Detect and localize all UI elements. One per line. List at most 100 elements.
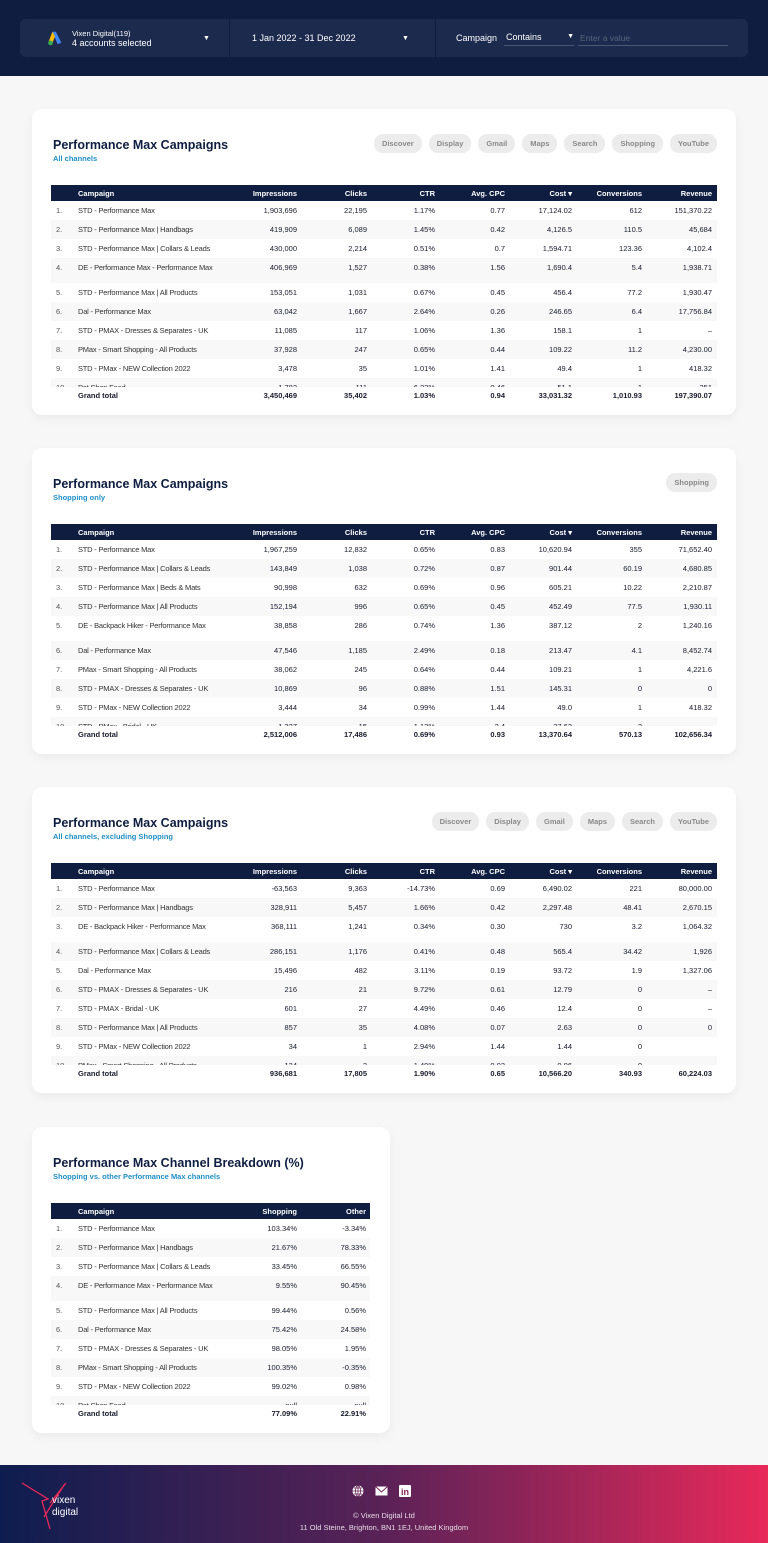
column-header[interactable]: Cost ▾	[549, 866, 572, 876]
table-row[interactable]: 1. STD - Performance Max 103.34% -3.34%	[51, 1219, 370, 1238]
table-row[interactable]: 7. PMax - Smart Shopping - All Products 38…	[51, 660, 717, 679]
column-header[interactable]: Conversions	[596, 188, 642, 198]
column-header[interactable]: Cost ▾	[549, 527, 572, 537]
campaign-name: STD - Performance Max	[78, 884, 155, 893]
table-body[interactable]: 1. STD - Performance Max 103.34% -3.34% 2. ST…	[51, 1219, 370, 1405]
table-row[interactable]: 3. STD - Performance Max | Collars & Lead…	[51, 1257, 370, 1276]
table-row[interactable]: 9. STD - PMax - NEW Collection 2022 99.02%…	[51, 1377, 370, 1396]
table-row[interactable]: 3. STD - Performance Max | Collars & Lead…	[51, 239, 717, 258]
table-row[interactable]: 2. STD - Performance Max | Handbags 21.67%…	[51, 1238, 370, 1257]
channel-chip[interactable]: Gmail	[478, 134, 516, 153]
column-header[interactable]: CTR	[419, 188, 435, 198]
table-row[interactable]: 6. Dal - Performance Max 75.42% 24.58%	[51, 1320, 370, 1339]
column-header[interactable]: Clicks	[344, 188, 367, 198]
table-row[interactable]: 6. Dal - Performance Max 47,546 1,185 2.49% 0…	[51, 641, 717, 660]
table-row[interactable]: 1. STD - Performance Max -63,563 9,363 -14.7…	[51, 879, 717, 898]
grand-total-row: Grand total 2,512,006 17,486 0.69% 0.93 13,37…	[51, 726, 717, 743]
table-row[interactable]: 2. STD - Performance Max | Handbags 328,91…	[51, 898, 717, 917]
table-row[interactable]: 3. DE - Backpack Hiker - Performance Max 3…	[51, 917, 717, 942]
mail-icon[interactable]	[375, 1485, 388, 1497]
table-row[interactable]: 4. DE - Performance Max - Performance Max…	[51, 258, 717, 283]
table-row[interactable]: 1. STD - Performance Max 1,967,259 12,832 0.…	[51, 540, 717, 559]
table-row[interactable]: 1. STD - Performance Max 1,903,696 22,195 1.…	[51, 201, 717, 220]
channel-chip[interactable]: Shopping	[666, 473, 717, 492]
table-row[interactable]: 9. STD - PMax - NEW Collection 2022 3,444 3…	[51, 698, 717, 717]
channel-chip[interactable]: Search	[564, 134, 606, 153]
table-row[interactable]: 4. DE - Performance Max - Performance Max…	[51, 1276, 370, 1301]
cell-value: 0.88%	[413, 684, 435, 693]
table-row[interactable]: 2. STD - Performance Max | Collars & Lead…	[51, 559, 717, 578]
column-header[interactable]: CTR	[419, 527, 435, 537]
table-row[interactable]: 7. STD - PMAX - Dresses & Separates - UK 1…	[51, 321, 717, 340]
linkedin-icon[interactable]: in	[399, 1485, 411, 1497]
table-body[interactable]: 1. STD - Performance Max 1,903,696 22,195 1.…	[51, 201, 717, 387]
column-header[interactable]: CTR	[419, 866, 435, 876]
column-header-campaign[interactable]: Campaign	[78, 527, 115, 537]
cell-value: 109.22	[549, 345, 572, 354]
date-range-selector[interactable]: 1 Jan 2022 - 31 Dec 2022 ▼	[230, 19, 436, 57]
channel-chip[interactable]: Discover	[431, 812, 480, 831]
table-row[interactable]: 5. Dal - Performance Max 15,496 482 3.11% 0.1…	[51, 961, 717, 980]
table-row[interactable]: 8. PMax - Smart Shopping - All Products 37…	[51, 340, 717, 359]
table-row[interactable]: 10. STD - PMax - Bridal - UK 1,327 15 1.13% 2…	[51, 717, 717, 726]
table-row[interactable]: 5. STD - Performance Max | All Products 99…	[51, 1301, 370, 1320]
column-header[interactable]: Cost ▾	[549, 188, 572, 198]
column-header[interactable]: Impressions	[252, 866, 297, 876]
column-header[interactable]: Shopping	[262, 1206, 297, 1216]
column-header[interactable]: Avg. CPC	[471, 866, 505, 876]
table-row[interactable]: 9. STD - PMax - NEW Collection 2022 34 1 2.9…	[51, 1037, 717, 1056]
channel-chip[interactable]: Maps	[522, 134, 558, 153]
table-row[interactable]: 5. DE - Backpack Hiker - Performance Max 3…	[51, 616, 717, 641]
table-row[interactable]: 6. STD - PMAX - Dresses & Separates - UK 2…	[51, 980, 717, 999]
column-header[interactable]: Conversions	[596, 866, 642, 876]
column-header[interactable]: Revenue	[680, 188, 712, 198]
account-selector[interactable]: Vixen Digital(119) 4 accounts selected ▼	[20, 19, 230, 57]
table-body[interactable]: 1. STD - Performance Max 1,967,259 12,832 0.…	[51, 540, 717, 726]
table-row[interactable]: 8. PMax - Smart Shopping - All Products 10…	[51, 1358, 370, 1377]
table-row[interactable]: 5. STD - Performance Max | All Products 15…	[51, 283, 717, 302]
table-body[interactable]: 1. STD - Performance Max -63,563 9,363 -14.7…	[51, 879, 717, 1065]
table-row[interactable]: 9. STD - PMax - NEW Collection 2022 3,478 3…	[51, 359, 717, 378]
table-row[interactable]: 7. STD - PMAX - Dresses & Separates - UK 9…	[51, 1339, 370, 1358]
column-header[interactable]: Conversions	[596, 527, 642, 537]
column-header[interactable]: Avg. CPC	[471, 188, 505, 198]
channel-chip[interactable]: Search	[622, 812, 664, 831]
cell-value: 0.06	[557, 1061, 572, 1065]
table-row[interactable]: 10. PMax - Smart Shopping - All Products -…	[51, 1056, 717, 1065]
table-row[interactable]: 4. STD - Performance Max | Collars & Lead…	[51, 942, 717, 961]
column-header[interactable]: Clicks	[344, 527, 367, 537]
channel-chip[interactable]: Gmail	[535, 812, 573, 831]
campaign-value-input[interactable]	[578, 30, 729, 46]
table-row[interactable]: 6. Dal - Performance Max 63,042 1,667 2.64% 0…	[51, 302, 717, 321]
table-row[interactable]: 10. Pet Shop Feed 1,782 111 6.23% 0.46 51.1 1 35…	[51, 378, 717, 387]
column-header-campaign[interactable]: Campaign	[78, 188, 115, 198]
column-header[interactable]: Clicks	[344, 866, 367, 876]
table-row[interactable]: 8. STD - Performance Max | All Products 85…	[51, 1018, 717, 1037]
table-row[interactable]: 2. STD - Performance Max | Handbags 419,90…	[51, 220, 717, 239]
channel-chip[interactable]: YouTube	[670, 812, 717, 831]
column-header[interactable]: Revenue	[680, 527, 712, 537]
table-row[interactable]: 3. STD - Performance Max | Beds & Mats 90,…	[51, 578, 717, 597]
column-header-campaign[interactable]: Campaign	[78, 1206, 115, 1216]
column-header[interactable]: Other	[345, 1206, 366, 1216]
column-header[interactable]: Impressions	[252, 527, 297, 537]
channel-chip[interactable]: YouTube	[670, 134, 717, 153]
table-row[interactable]: 4. STD - Performance Max | All Products 15…	[51, 597, 717, 616]
table-row[interactable]: 7. STD - PMAX - Bridal - UK 601 27 4.49% 0.46…	[51, 999, 717, 1018]
cell-value: 0.74%	[413, 621, 435, 630]
globe-icon[interactable]	[352, 1485, 364, 1497]
column-header-campaign[interactable]: Campaign	[78, 866, 115, 876]
table-row[interactable]: 10. Pet Shop Feed null null	[51, 1396, 370, 1405]
channel-chip[interactable]: Maps	[579, 812, 615, 831]
cell-value: -14.73%	[407, 884, 435, 893]
table-row[interactable]: 8. STD - PMAX - Dresses & Separates - UK 1…	[51, 679, 717, 698]
operator-dropdown[interactable]: Contains ▼	[504, 30, 575, 46]
cell-value: 22,195	[344, 206, 367, 215]
channel-chip[interactable]: Display	[486, 812, 529, 831]
channel-chip[interactable]: Discover	[374, 134, 422, 153]
channel-chip[interactable]: Display	[428, 134, 472, 153]
column-header[interactable]: Impressions	[252, 188, 297, 198]
column-header[interactable]: Revenue	[680, 866, 712, 876]
column-header[interactable]: Avg. CPC	[471, 527, 505, 537]
channel-chip[interactable]: Shopping	[612, 134, 664, 153]
